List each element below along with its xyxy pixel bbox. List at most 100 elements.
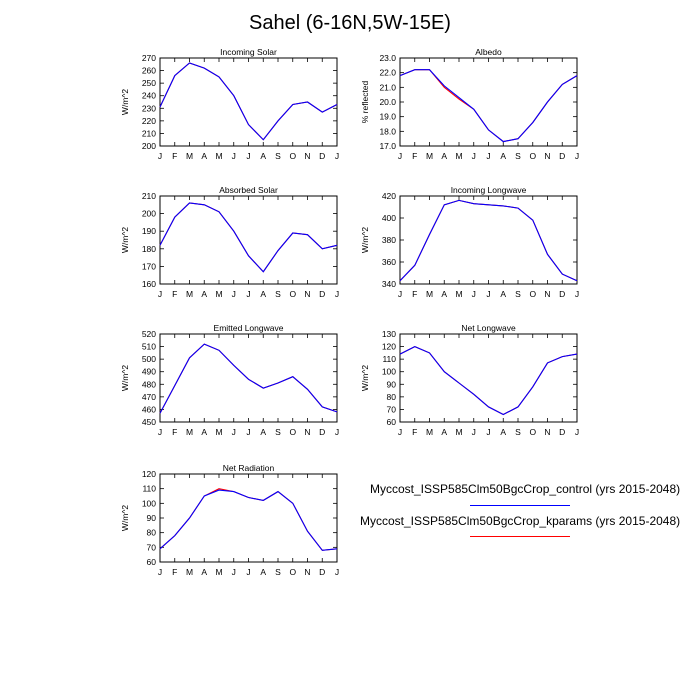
x-tick-label: A	[201, 427, 207, 437]
y-tick-label: 240	[142, 91, 156, 101]
x-tick-label: A	[201, 151, 207, 161]
y-tick-label: 340	[382, 279, 396, 289]
x-tick-label: O	[529, 427, 536, 437]
plot-frame	[399, 333, 578, 423]
y-axis-label: W/m^2	[360, 227, 370, 253]
x-tick-label: M	[426, 151, 433, 161]
y-tick-label: 60	[387, 417, 397, 427]
y-tick-label: 420	[382, 191, 396, 201]
y-tick-label: 110	[142, 484, 156, 494]
x-tick-label: M	[215, 427, 222, 437]
y-tick-label: 23.0	[379, 53, 396, 63]
x-tick-label: M	[455, 289, 462, 299]
x-tick-label: J	[472, 289, 476, 299]
x-tick-label: N	[304, 289, 310, 299]
x-tick-label: A	[201, 567, 207, 577]
y-tick-label: 18.0	[379, 126, 396, 136]
y-tick-label: 260	[142, 66, 156, 76]
x-tick-label: N	[304, 567, 310, 577]
x-tick-label: D	[319, 151, 325, 161]
series-line-control	[159, 343, 338, 414]
chart-title: Incoming Solar	[220, 47, 277, 57]
x-tick-label: M	[426, 289, 433, 299]
y-tick-label: 130	[382, 329, 396, 339]
y-axis-label: % reflected	[360, 80, 370, 123]
x-tick-label: J	[232, 151, 236, 161]
x-tick-label: M	[186, 567, 193, 577]
chart-title: Absorbed Solar	[219, 185, 278, 195]
x-tick-label: A	[260, 151, 266, 161]
x-tick-label: J	[335, 289, 339, 299]
x-tick-label: M	[455, 427, 462, 437]
plot-frame	[399, 57, 578, 147]
y-tick-label: 20.0	[379, 97, 396, 107]
panel-net-longwave: Net Longwave 60 70 80 90 100 110 120 130 J F M A M J J A…	[340, 320, 580, 465]
x-tick-label: D	[559, 289, 565, 299]
x-tick-label: O	[529, 289, 536, 299]
y-tick-label: 180	[142, 244, 156, 254]
y-axis-label: W/m^2	[120, 227, 130, 253]
series-line-control	[159, 62, 338, 141]
series-line-kparams	[159, 62, 338, 141]
y-tick-label: 22.0	[379, 68, 396, 78]
x-tick-label: A	[441, 289, 447, 299]
x-tick-label: J	[486, 151, 490, 161]
y-tick-label: 210	[142, 128, 156, 138]
y-tick-label: 90	[147, 513, 157, 523]
x-tick-label: M	[215, 567, 222, 577]
x-tick-label: J	[472, 151, 476, 161]
series-line-control	[159, 489, 338, 551]
x-tick-label: A	[260, 289, 266, 299]
y-tick-label: 200	[142, 141, 156, 151]
x-tick-label: F	[172, 567, 177, 577]
y-tick-label: 80	[147, 528, 157, 538]
figure-title: Sahel (6-16N,5W-15E)	[249, 12, 451, 34]
x-tick-label: J	[158, 427, 162, 437]
y-tick-label: 230	[142, 103, 156, 113]
y-tick-label: 21.0	[379, 82, 396, 92]
x-tick-label: S	[275, 567, 281, 577]
x-tick-label: A	[500, 151, 506, 161]
x-tick-label: J	[158, 567, 162, 577]
y-tick-label: 520	[142, 329, 156, 339]
panel-incoming-longwave: Incoming Longwave 340 360 380 400 420 J F M A M J J A…	[340, 182, 580, 327]
x-tick-label: N	[304, 427, 310, 437]
x-tick-label: S	[515, 289, 521, 299]
x-tick-label: D	[319, 289, 325, 299]
x-tick-label: A	[201, 289, 207, 299]
x-tick-label: J	[575, 151, 579, 161]
plot-frame	[159, 57, 338, 147]
x-tick-label: J	[575, 289, 579, 299]
y-tick-label: 360	[382, 257, 396, 267]
y-tick-label: 19.0	[379, 112, 396, 122]
x-tick-label: A	[441, 151, 447, 161]
series-line-control	[399, 199, 578, 282]
x-tick-label: A	[500, 427, 506, 437]
x-tick-label: M	[426, 427, 433, 437]
y-tick-label: 120	[382, 342, 396, 352]
y-tick-label: 250	[142, 78, 156, 88]
x-tick-label: D	[559, 427, 565, 437]
legend-line-control	[470, 505, 570, 506]
y-tick-label: 110	[382, 354, 396, 364]
x-tick-label: A	[441, 427, 447, 437]
x-tick-label: J	[232, 289, 236, 299]
y-tick-label: 450	[142, 417, 156, 427]
x-tick-label: O	[289, 151, 296, 161]
panel-net-radiation: Net Radiation 60 70 80 90 100 110 120 J F M A M J J A S O…	[100, 460, 340, 605]
x-tick-label: J	[398, 427, 402, 437]
x-tick-label: O	[289, 289, 296, 299]
x-tick-label: J	[246, 151, 250, 161]
y-tick-label: 210	[142, 191, 156, 201]
y-tick-label: 510	[142, 342, 156, 352]
chart-emitted-longwave: Emitted Longwave 450 460 470 480 490 500 510 520…	[120, 323, 339, 437]
x-tick-label: F	[412, 151, 417, 161]
panel-albedo: Albedo 17.0 18.0 19.0 20.0 21.0 22.0 23.0 J F M A M J…	[340, 44, 580, 189]
y-tick-label: 70	[147, 542, 157, 552]
x-tick-label: N	[544, 151, 550, 161]
